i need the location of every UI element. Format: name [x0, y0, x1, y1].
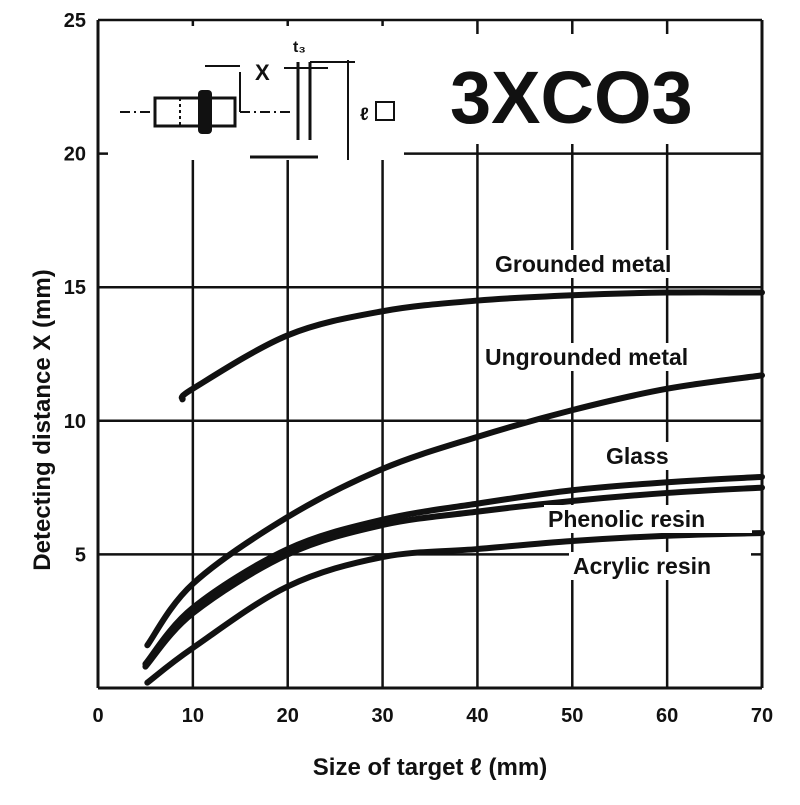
series-label-bg: [544, 505, 752, 533]
diagram-label-x: X: [255, 60, 270, 85]
series-labels: Grounded metal Ungrounded metal Glass Pheno…: [481, 250, 752, 580]
y-tick-label: 15: [64, 277, 86, 299]
series-label: Phenolic resin: [548, 506, 705, 532]
chart-title: 3XCO3: [450, 56, 693, 139]
y-tick-label: 25: [64, 10, 86, 32]
diagram-label-l: ℓ: [360, 104, 369, 124]
x-tick-label: 20: [277, 705, 299, 727]
y-tick-label: 5: [75, 544, 86, 566]
series-line-glass: [142, 473, 765, 667]
series-line-ungrounded-metal: [144, 372, 765, 649]
series-line-acrylic-resin: [144, 530, 765, 686]
x-tick-label: 70: [751, 705, 773, 727]
series-label: Ungrounded metal: [485, 344, 688, 370]
curves: [142, 289, 765, 686]
y-tick-label: 20: [64, 144, 86, 166]
series-label-bg: [602, 442, 694, 470]
x-tick-label: 10: [182, 705, 204, 727]
series-line-grounded-metal: [178, 289, 765, 403]
tick-labels: 0 10 20 30 40 50 60 70 5 10 15 20 25: [64, 10, 773, 727]
series-label: Acrylic resin: [573, 553, 711, 579]
series-label: Grounded metal: [495, 251, 671, 277]
series-label: Glass: [606, 443, 669, 469]
x-tick-label: 50: [561, 705, 583, 727]
x-axis-label: Size of target ℓ (mm): [313, 754, 547, 781]
series-label-bg: [481, 343, 747, 371]
x-tick-label: 40: [466, 705, 488, 727]
x-tick-label: 60: [656, 705, 678, 727]
y-axis-label: Detecting distance X (mm): [29, 269, 56, 570]
sensor-diagram: X t₃ ℓ: [108, 26, 404, 160]
series-label-bg: [569, 552, 751, 580]
series-label-bg: [491, 250, 741, 278]
y-tick-label: 10: [64, 411, 86, 433]
x-tick-label: 30: [371, 705, 393, 727]
diagram-label-t: t₃: [293, 39, 306, 56]
x-tick-label: 0: [92, 705, 103, 727]
series-line-phenolic-resin: [142, 484, 765, 670]
